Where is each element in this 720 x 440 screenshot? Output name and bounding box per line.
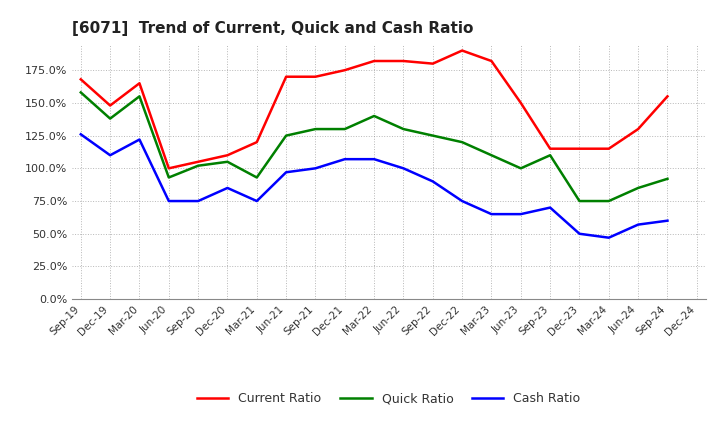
Current Ratio — [164, 166, 173, 171]
Current Ratio — [76, 77, 85, 82]
Cash Ratio — [253, 198, 261, 204]
Quick Ratio — [311, 126, 320, 132]
Quick Ratio — [428, 133, 437, 138]
Cash Ratio — [341, 157, 349, 162]
Quick Ratio — [135, 94, 144, 99]
Current Ratio — [634, 126, 642, 132]
Cash Ratio — [516, 212, 525, 217]
Quick Ratio — [458, 139, 467, 145]
Current Ratio — [605, 146, 613, 151]
Current Ratio — [663, 94, 672, 99]
Cash Ratio — [399, 166, 408, 171]
Quick Ratio — [370, 114, 379, 119]
Cash Ratio — [370, 157, 379, 162]
Quick Ratio — [106, 116, 114, 121]
Line: Current Ratio: Current Ratio — [81, 51, 667, 169]
Current Ratio — [341, 67, 349, 73]
Cash Ratio — [106, 153, 114, 158]
Cash Ratio — [76, 132, 85, 137]
Current Ratio — [311, 74, 320, 79]
Quick Ratio — [487, 153, 496, 158]
Cash Ratio — [194, 198, 202, 204]
Cash Ratio — [458, 198, 467, 204]
Current Ratio — [546, 146, 554, 151]
Cash Ratio — [164, 198, 173, 204]
Current Ratio — [575, 146, 584, 151]
Cash Ratio — [575, 231, 584, 236]
Quick Ratio — [516, 166, 525, 171]
Quick Ratio — [76, 90, 85, 95]
Line: Cash Ratio: Cash Ratio — [81, 134, 667, 238]
Current Ratio — [487, 59, 496, 64]
Current Ratio — [516, 100, 525, 106]
Quick Ratio — [663, 176, 672, 181]
Quick Ratio — [282, 133, 290, 138]
Quick Ratio — [341, 126, 349, 132]
Current Ratio — [106, 103, 114, 108]
Cash Ratio — [135, 137, 144, 142]
Cash Ratio — [428, 179, 437, 184]
Current Ratio — [370, 59, 379, 64]
Quick Ratio — [605, 198, 613, 204]
Cash Ratio — [546, 205, 554, 210]
Quick Ratio — [223, 159, 232, 165]
Quick Ratio — [634, 185, 642, 191]
Cash Ratio — [634, 222, 642, 227]
Current Ratio — [428, 61, 437, 66]
Quick Ratio — [164, 175, 173, 180]
Current Ratio — [194, 159, 202, 165]
Cash Ratio — [282, 169, 290, 175]
Current Ratio — [223, 153, 232, 158]
Cash Ratio — [663, 218, 672, 224]
Cash Ratio — [487, 212, 496, 217]
Current Ratio — [282, 74, 290, 79]
Line: Quick Ratio: Quick Ratio — [81, 92, 667, 201]
Quick Ratio — [546, 153, 554, 158]
Text: [6071]  Trend of Current, Quick and Cash Ratio: [6071] Trend of Current, Quick and Cash … — [72, 21, 473, 36]
Cash Ratio — [311, 166, 320, 171]
Quick Ratio — [253, 175, 261, 180]
Current Ratio — [458, 48, 467, 53]
Cash Ratio — [605, 235, 613, 240]
Legend: Current Ratio, Quick Ratio, Cash Ratio: Current Ratio, Quick Ratio, Cash Ratio — [192, 387, 585, 410]
Current Ratio — [135, 81, 144, 86]
Current Ratio — [399, 59, 408, 64]
Quick Ratio — [194, 163, 202, 169]
Cash Ratio — [223, 185, 232, 191]
Current Ratio — [253, 139, 261, 145]
Quick Ratio — [575, 198, 584, 204]
Quick Ratio — [399, 126, 408, 132]
